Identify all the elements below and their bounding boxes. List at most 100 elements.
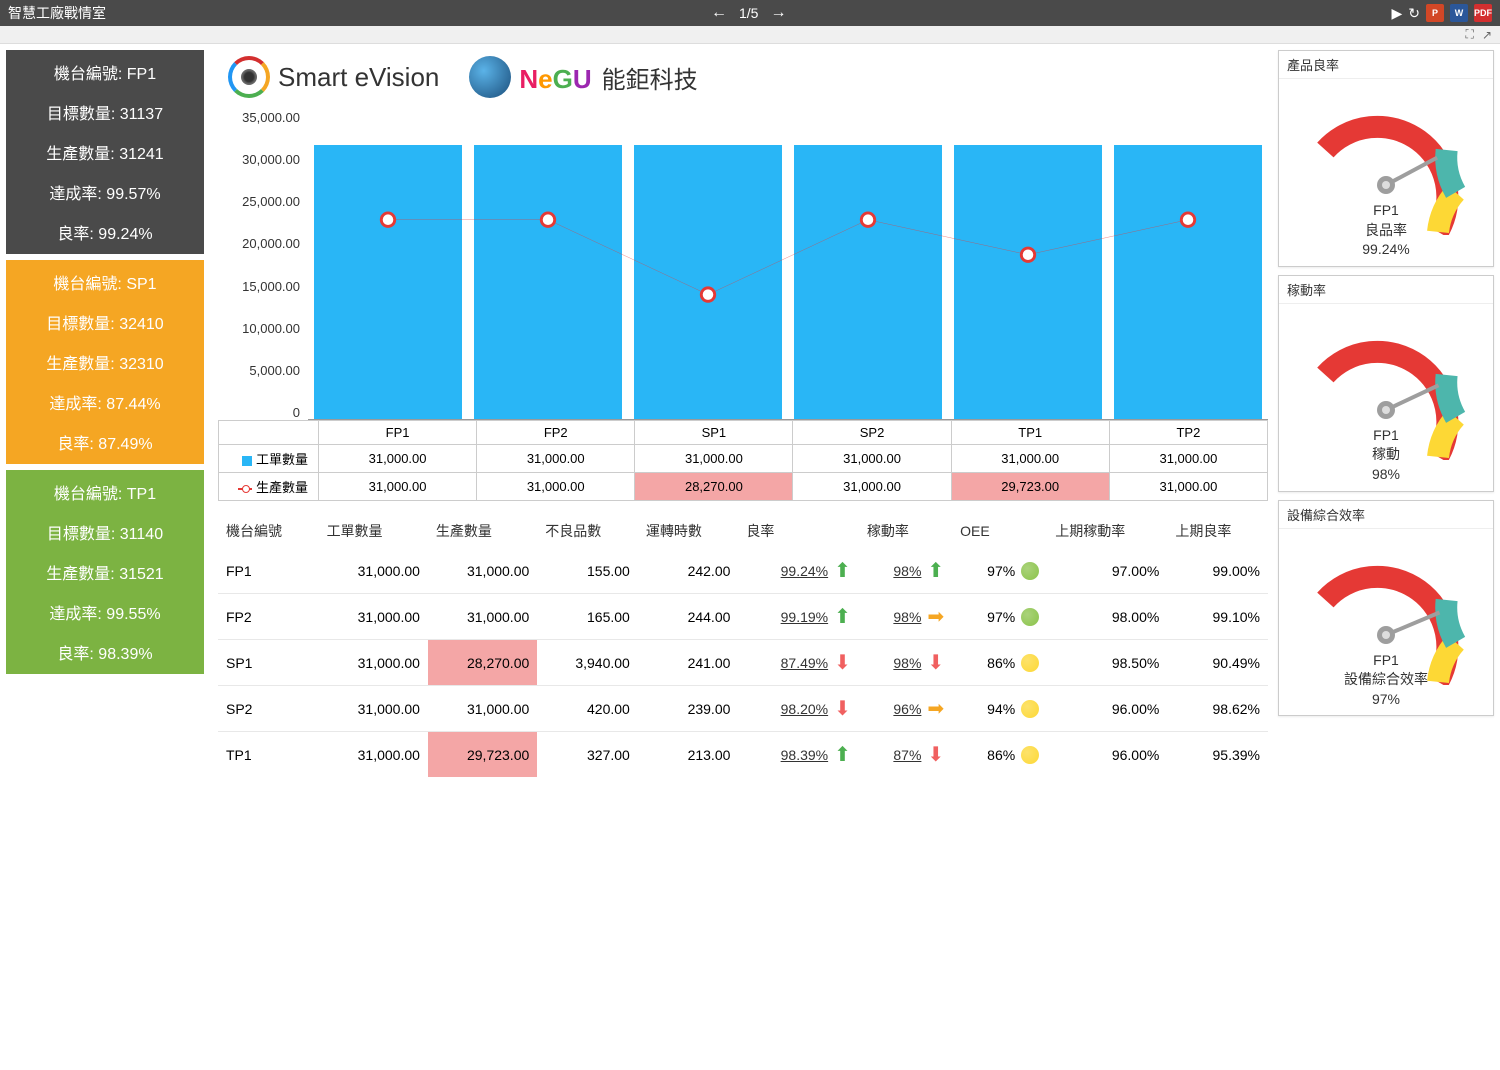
status-dot-icon — [1021, 700, 1039, 718]
bar-FP2 — [474, 145, 622, 419]
export-ppt-icon[interactable]: P — [1426, 4, 1444, 22]
gauge-chart — [1291, 535, 1481, 685]
gauge-card-2: 設備綜合效率FP1設備綜合效率97% — [1278, 500, 1494, 717]
bar-TP1 — [954, 145, 1102, 419]
detail-col-header: 生產數量 — [428, 515, 537, 548]
trend-dn-icon: ⬇ — [834, 696, 851, 721]
page-nav: ← 1/5 → — [106, 4, 1391, 22]
trend-dn-icon: ⬇ — [834, 650, 851, 675]
status-dot-icon — [1021, 746, 1039, 764]
trend-rt-icon: ➡ — [927, 696, 944, 721]
detail-col-header: 稼動率 — [859, 515, 952, 548]
next-page-button[interactable]: → — [770, 4, 786, 22]
logo2-cn: 能鉅科技 — [602, 67, 698, 94]
chart-category: FP1 — [319, 421, 477, 445]
yield-link[interactable]: 98.20% — [781, 701, 828, 717]
left-cards: 機台編號: FP1 目標數量: 31137 生產數量: 31241 達成率: 99.5… — [0, 44, 210, 848]
page-indicator: 1/5 — [739, 5, 758, 21]
util-link[interactable]: 98% — [893, 563, 921, 579]
trend-up-icon: ⬆ — [927, 558, 944, 583]
detail-col-header: 良率 — [738, 515, 858, 548]
smart-evision-logo: Smart eVision — [228, 56, 439, 98]
gauge-card-1: 稼動率FP1稼動98% — [1278, 275, 1494, 492]
subbar: ⛶ ↗ — [0, 26, 1500, 44]
card-line: 機台編號: TP1 — [54, 480, 156, 504]
negu-logo: NeGU能鉅科技 — [469, 56, 697, 98]
export-word-icon[interactable]: W — [1450, 4, 1468, 22]
chart-plot — [308, 110, 1268, 420]
util-link[interactable]: 96% — [893, 701, 921, 717]
chart-yaxis: 35,000.0030,000.0025,000.0020,000.0015,0… — [218, 110, 308, 420]
trend-up-icon: ⬆ — [834, 742, 851, 767]
trend-up-icon: ⬆ — [834, 604, 851, 629]
util-link[interactable]: 98% — [893, 655, 921, 671]
bar-SP2 — [794, 145, 942, 419]
card-line: 達成率: 87.44% — [49, 390, 160, 414]
chart-category: TP1 — [951, 421, 1109, 445]
status-dot-icon — [1021, 608, 1039, 626]
chart-category: SP1 — [635, 421, 793, 445]
yield-link[interactable]: 87.49% — [781, 655, 828, 671]
trend-dn-icon: ⬇ — [927, 742, 944, 767]
detail-col-header: 不良品數 — [537, 515, 638, 548]
detail-col-header: 運轉時數 — [638, 515, 739, 548]
table-row: FP131,000.0031,000.00155.00242.0099.24%⬆… — [218, 548, 1268, 594]
globe-icon — [469, 56, 511, 98]
chart-data-table: FP1FP2SP1SP2TP1TP2工單數量31,000.0031,000.00… — [218, 420, 1268, 501]
card-line: 達成率: 99.55% — [49, 600, 160, 624]
util-link[interactable]: 98% — [893, 609, 921, 625]
combo-chart: 35,000.0030,000.0025,000.0020,000.0015,0… — [218, 110, 1268, 501]
gauge-title: 設備綜合效率 — [1279, 501, 1493, 529]
chart-category: SP2 — [793, 421, 951, 445]
machine-card-1: 機台編號: SP1 目標數量: 32410 生產數量: 32310 達成率: 87.4… — [6, 260, 204, 464]
gauge-title: 產品良率 — [1279, 51, 1493, 79]
card-line: 目標數量: 32410 — [46, 310, 163, 334]
card-line: 目標數量: 31137 — [47, 100, 163, 124]
yield-link[interactable]: 99.24% — [781, 563, 828, 579]
machine-card-2: 機台編號: TP1 目標數量: 31140 生產數量: 31521 達成率: 99.5… — [6, 470, 204, 674]
reload-icon[interactable]: ↻ — [1408, 5, 1420, 22]
titlebar-actions: ▶ ↻ P W PDF — [1391, 4, 1492, 22]
gauge-chart — [1291, 310, 1481, 460]
card-line: 生產數量: 32310 — [46, 350, 163, 374]
bar-SP1 — [634, 145, 782, 419]
app-title: 智慧工廠戰情室 — [8, 3, 106, 23]
status-dot-icon — [1021, 562, 1039, 580]
detail-col-header: 機台編號 — [218, 515, 319, 548]
detail-table: 機台編號工單數量生產數量不良品數運轉時數良率稼動率OEE上期稼動率上期良率FP1… — [218, 515, 1268, 777]
export-pdf-icon[interactable]: PDF — [1474, 4, 1492, 22]
trend-dn-icon: ⬇ — [927, 650, 944, 675]
eye-icon — [228, 56, 270, 98]
detail-col-header: OEE — [952, 515, 1047, 548]
play-icon[interactable]: ▶ — [1391, 5, 1402, 22]
bar-TP2 — [1114, 145, 1262, 419]
yield-link[interactable]: 98.39% — [781, 747, 828, 763]
titlebar: 智慧工廠戰情室 ← 1/5 → ▶ ↻ P W PDF — [0, 0, 1500, 26]
card-line: 良率: 87.49% — [57, 430, 152, 454]
card-line: 機台編號: SP1 — [53, 270, 156, 294]
gauge-card-0: 產品良率FP1良品率99.24% — [1278, 50, 1494, 267]
popout-icon[interactable]: ↗ — [1482, 28, 1492, 42]
status-dot-icon — [1021, 654, 1039, 672]
card-line: 良率: 98.39% — [57, 640, 152, 664]
chart-category: TP2 — [1109, 421, 1267, 445]
chart-category: FP2 — [477, 421, 635, 445]
legend-bar: 工單數量 — [219, 445, 319, 473]
detail-col-header: 上期良率 — [1167, 515, 1268, 548]
gauge-column: 產品良率FP1良品率99.24%稼動率FP1稼動98%設備綜合效率FP1設備綜合… — [1276, 44, 1500, 848]
card-line: 機台編號: FP1 — [54, 60, 156, 84]
fullscreen-icon[interactable]: ⛶ — [1466, 27, 1474, 42]
prev-page-button[interactable]: ← — [711, 4, 727, 22]
card-line: 目標數量: 31140 — [47, 520, 163, 544]
logo-row: Smart eVision NeGU能鉅科技 — [218, 50, 1268, 110]
card-line: 生產數量: 31521 — [46, 560, 163, 584]
logo1-text: Smart eVision — [278, 62, 439, 93]
card-line: 生產數量: 31241 — [46, 140, 163, 164]
legend-line: 生產數量 — [219, 473, 319, 501]
util-link[interactable]: 87% — [893, 747, 921, 763]
table-row: SP231,000.0031,000.00420.00239.0098.20%⬇… — [218, 686, 1268, 732]
yield-link[interactable]: 99.19% — [781, 609, 828, 625]
table-row: FP231,000.0031,000.00165.00244.0099.19%⬆… — [218, 594, 1268, 640]
detail-col-header: 工單數量 — [319, 515, 428, 548]
card-line: 達成率: 99.57% — [49, 180, 160, 204]
